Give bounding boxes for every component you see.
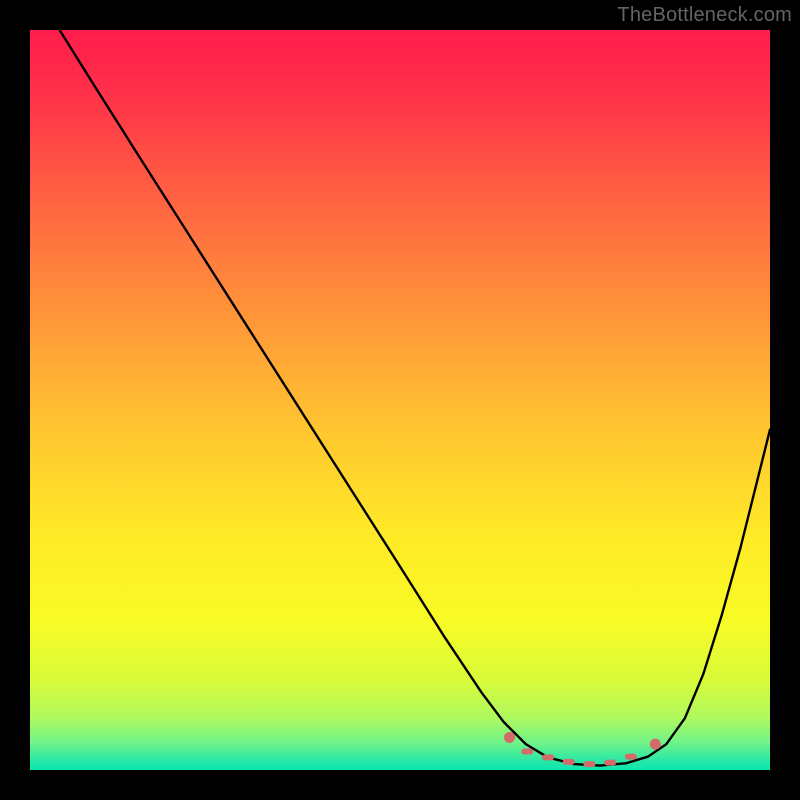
trough-dash: [583, 761, 595, 767]
trough-dot: [650, 739, 661, 750]
trough-dash: [521, 749, 533, 755]
trough-dash: [563, 759, 575, 765]
gradient-background: [30, 30, 770, 770]
watermark-text: TheBottleneck.com: [617, 4, 792, 27]
trough-dash: [542, 754, 554, 760]
trough-dash: [625, 754, 637, 760]
plot-area: [30, 30, 770, 770]
chart-svg: [30, 30, 770, 770]
trough-dash: [604, 760, 616, 766]
chart-frame: TheBottleneck.com: [0, 0, 800, 800]
trough-dot: [504, 732, 515, 743]
